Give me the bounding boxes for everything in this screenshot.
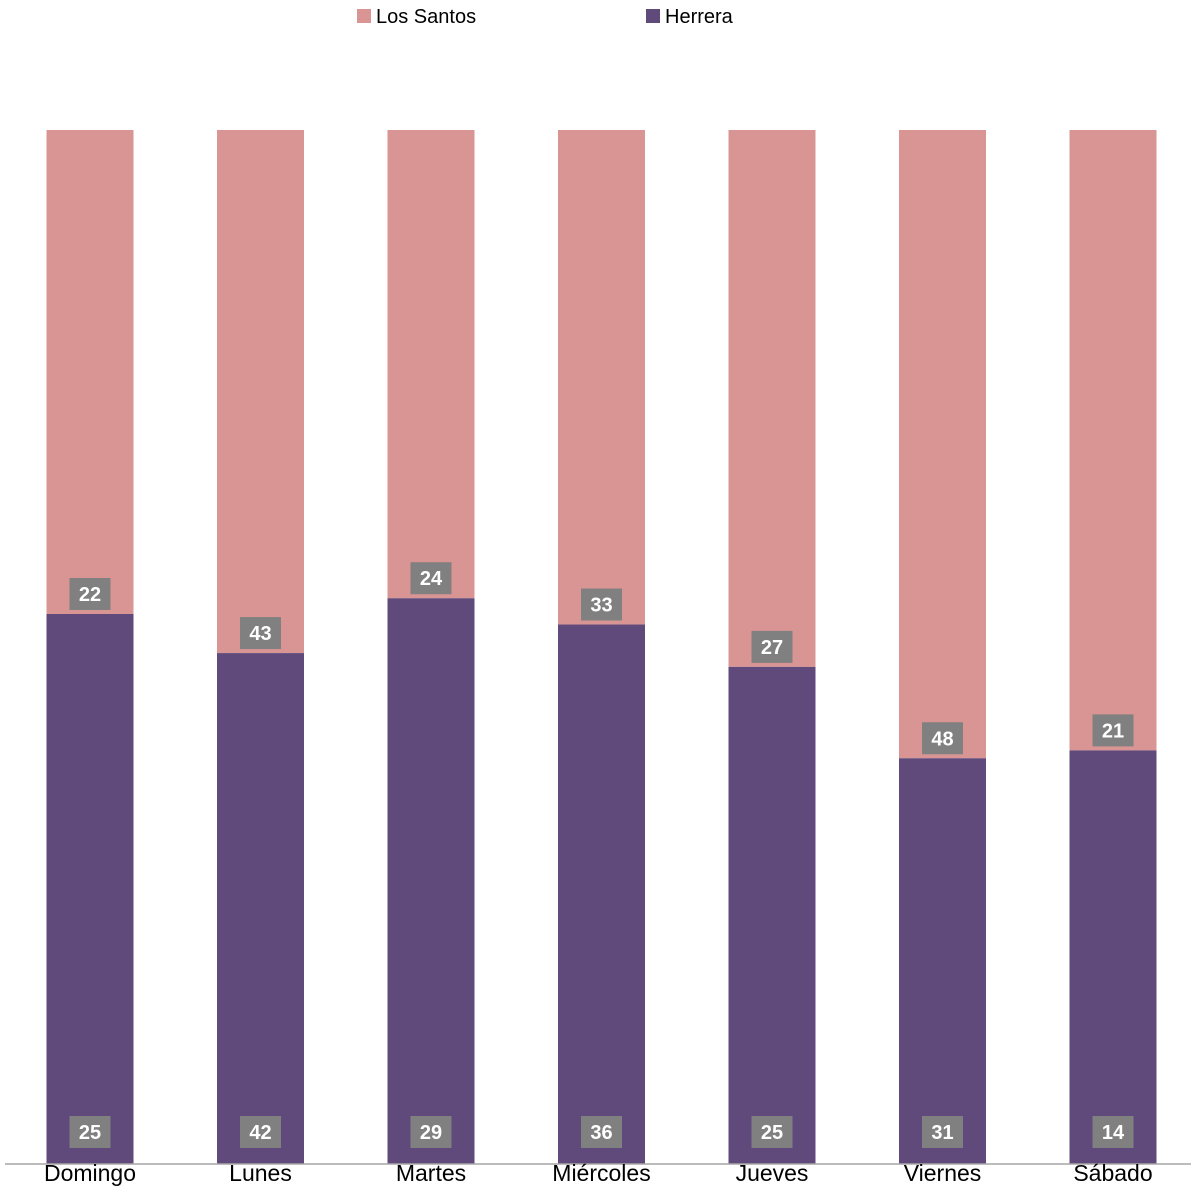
data-label-los-santos-sabado: 21 [1092,714,1134,747]
data-label-text: 33 [590,595,612,617]
bar-los-santos-jueves [728,130,816,667]
data-label-herrera-sabado: 14 [1092,1116,1134,1148]
bar-herrera-viernes [899,758,986,1164]
data-label-text: 48 [931,728,953,750]
bar-herrera-sabado [1069,750,1157,1164]
data-label-los-santos-domingo: 22 [69,578,111,610]
data-label-box [410,562,452,595]
data-label-los-santos-lunes: 43 [240,617,281,650]
bar-los-santos-viernes [899,130,986,759]
legend-label-herrera: Herrera [665,6,734,28]
bar-herrera-domingo [46,614,134,1164]
data-label-los-santos-jueves: 27 [751,630,793,663]
data-label-herrera-martes: 29 [410,1116,452,1148]
data-label-herrera-lunes: 42 [240,1116,281,1148]
data-label-box [751,1116,793,1148]
data-label-text: 14 [1102,1122,1125,1144]
bar-herrera-lunes [217,653,304,1164]
data-label-text: 43 [249,623,271,645]
x-tick-labels: Domingo Lunes Martes Miércoles Jueves Viernes… [44,1160,1153,1186]
data-label-los-santos-viernes: 48 [922,722,963,755]
data-label-box [69,1116,111,1148]
data-label-text: 29 [420,1122,442,1144]
legend: Los Santos Herrera [357,6,734,28]
data-label-box [1092,1116,1134,1148]
data-label-herrera-jueves: 25 [751,1116,793,1148]
data-label-herrera-miercoles: 36 [581,1116,622,1148]
x-tick-label-viernes: Viernes [904,1160,982,1186]
bar-herrera-jueves [728,666,816,1164]
data-label-text: 24 [420,568,443,590]
data-label-text: 31 [931,1122,953,1144]
bar-herrera-miercoles [558,624,645,1164]
bar-los-santos-martes [387,130,475,599]
x-tick-label-domingo: Domingo [44,1160,136,1186]
bar-herrera-martes [387,598,475,1164]
x-tick-label-jueves: Jueves [736,1160,809,1186]
x-tick-label-sabado: Sábado [1073,1160,1152,1186]
data-label-text: 22 [79,584,101,606]
data-label-box [1092,714,1134,747]
data-label-text: 21 [1102,720,1124,742]
data-label-box [581,588,622,621]
data-label-text: 36 [590,1122,612,1144]
data-label-text: 25 [761,1122,783,1144]
data-label-box [410,1116,452,1148]
legend-label-los-santos: Los Santos [376,6,476,28]
data-label-text: 25 [79,1122,101,1144]
data-label-text: 27 [761,637,783,659]
data-label-text: 42 [249,1122,271,1144]
data-label-box [751,630,793,663]
legend-swatch-herrera [646,9,660,23]
data-labels-group: 22 25 43 42 24 29 33 36 27 25 48 31 21 14 [69,562,1134,1148]
data-label-los-santos-miercoles: 33 [581,588,622,621]
data-label-box [922,1116,963,1148]
data-label-box [922,722,963,755]
legend-swatch-los-santos [357,9,371,23]
bars-group [46,130,1157,1164]
bar-los-santos-sabado [1069,130,1157,751]
data-label-box [581,1116,622,1148]
x-tick-label-martes: Martes [396,1160,466,1186]
data-label-box [240,617,281,650]
x-tick-label-miercoles: Miércoles [552,1160,650,1186]
data-label-box [69,578,111,610]
bar-los-santos-miercoles [558,130,645,625]
data-label-herrera-viernes: 31 [922,1116,963,1148]
data-label-box [240,1116,281,1148]
bar-los-santos-lunes [217,130,304,654]
data-label-herrera-domingo: 25 [69,1116,111,1148]
data-label-los-santos-martes: 24 [410,562,452,595]
x-tick-label-lunes: Lunes [229,1160,292,1186]
bar-los-santos-domingo [46,130,134,614]
